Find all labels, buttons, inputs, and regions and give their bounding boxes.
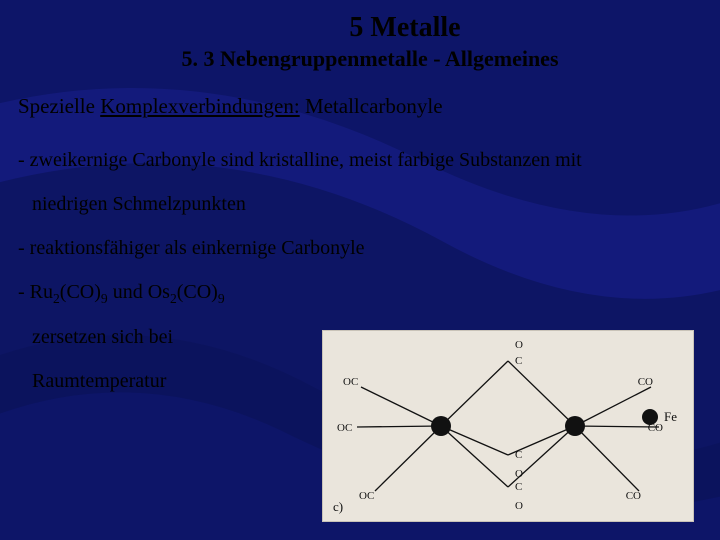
page-title: 5 Metalle — [18, 12, 702, 44]
section-label-prefix: Spezielle — [18, 94, 100, 118]
bullet-1-line1: - zweikernige Carbonyle sind kristalline… — [18, 141, 702, 179]
svg-text:C: C — [515, 355, 522, 367]
b3-sub2: 9 — [101, 291, 108, 306]
b3-sub4: 9 — [218, 291, 225, 306]
b3-mid3: (CO) — [177, 281, 218, 303]
legend-fe: Fe — [642, 409, 677, 425]
structure-figure: COCOCOOCOCOCCOCOCO Fe c) — [322, 330, 694, 522]
bullet-3-line1: - Ru2(CO)9 und Os2(CO)9 — [18, 273, 702, 312]
bullet-2: - reaktionsfähiger als einkernige Carbon… — [18, 229, 702, 267]
page-subtitle: 5. 3 Nebengruppenmetalle - Allgemeines — [18, 46, 702, 72]
section-label-suffix: Metallcarbonyle — [300, 94, 443, 118]
b3-sub3: 2 — [170, 291, 177, 306]
legend-dot-icon — [642, 409, 658, 425]
svg-text:CO: CO — [638, 376, 653, 388]
structure-svg: COCOCOOCOCOCCOCOCO — [323, 331, 693, 521]
legend-label: Fe — [664, 409, 677, 425]
b3-prefix: - Ru — [18, 281, 53, 303]
svg-text:O: O — [515, 500, 523, 512]
svg-text:OC: OC — [337, 422, 352, 434]
section-label-underlined: Komplexverbindungen: — [100, 94, 299, 118]
b3-mid2: und Os — [108, 281, 170, 303]
svg-text:OC: OC — [343, 376, 358, 388]
b3-mid1: (CO) — [60, 281, 101, 303]
b3-sub1: 2 — [53, 291, 60, 306]
section-label: Spezielle Komplexverbindungen: Metallcar… — [18, 94, 702, 119]
svg-text:C: C — [515, 481, 522, 493]
figure-corner-label: c) — [333, 499, 343, 515]
bullet-1-line2: niedrigen Schmelzpunkten — [18, 185, 702, 223]
svg-text:OC: OC — [359, 490, 374, 502]
svg-text:C: C — [515, 449, 522, 461]
svg-text:CO: CO — [626, 490, 641, 502]
svg-text:O: O — [515, 339, 523, 351]
